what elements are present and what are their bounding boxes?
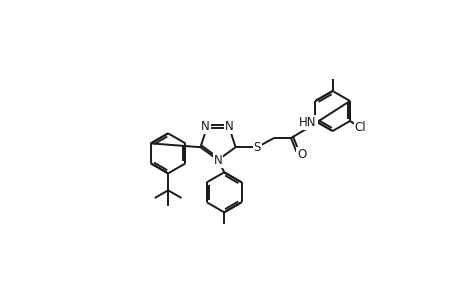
Text: Cl: Cl xyxy=(354,121,366,134)
Text: O: O xyxy=(297,148,306,160)
Text: S: S xyxy=(253,141,260,154)
Text: N: N xyxy=(213,154,222,167)
Text: N: N xyxy=(201,120,210,133)
Text: HN: HN xyxy=(299,116,316,129)
Text: N: N xyxy=(225,120,234,133)
